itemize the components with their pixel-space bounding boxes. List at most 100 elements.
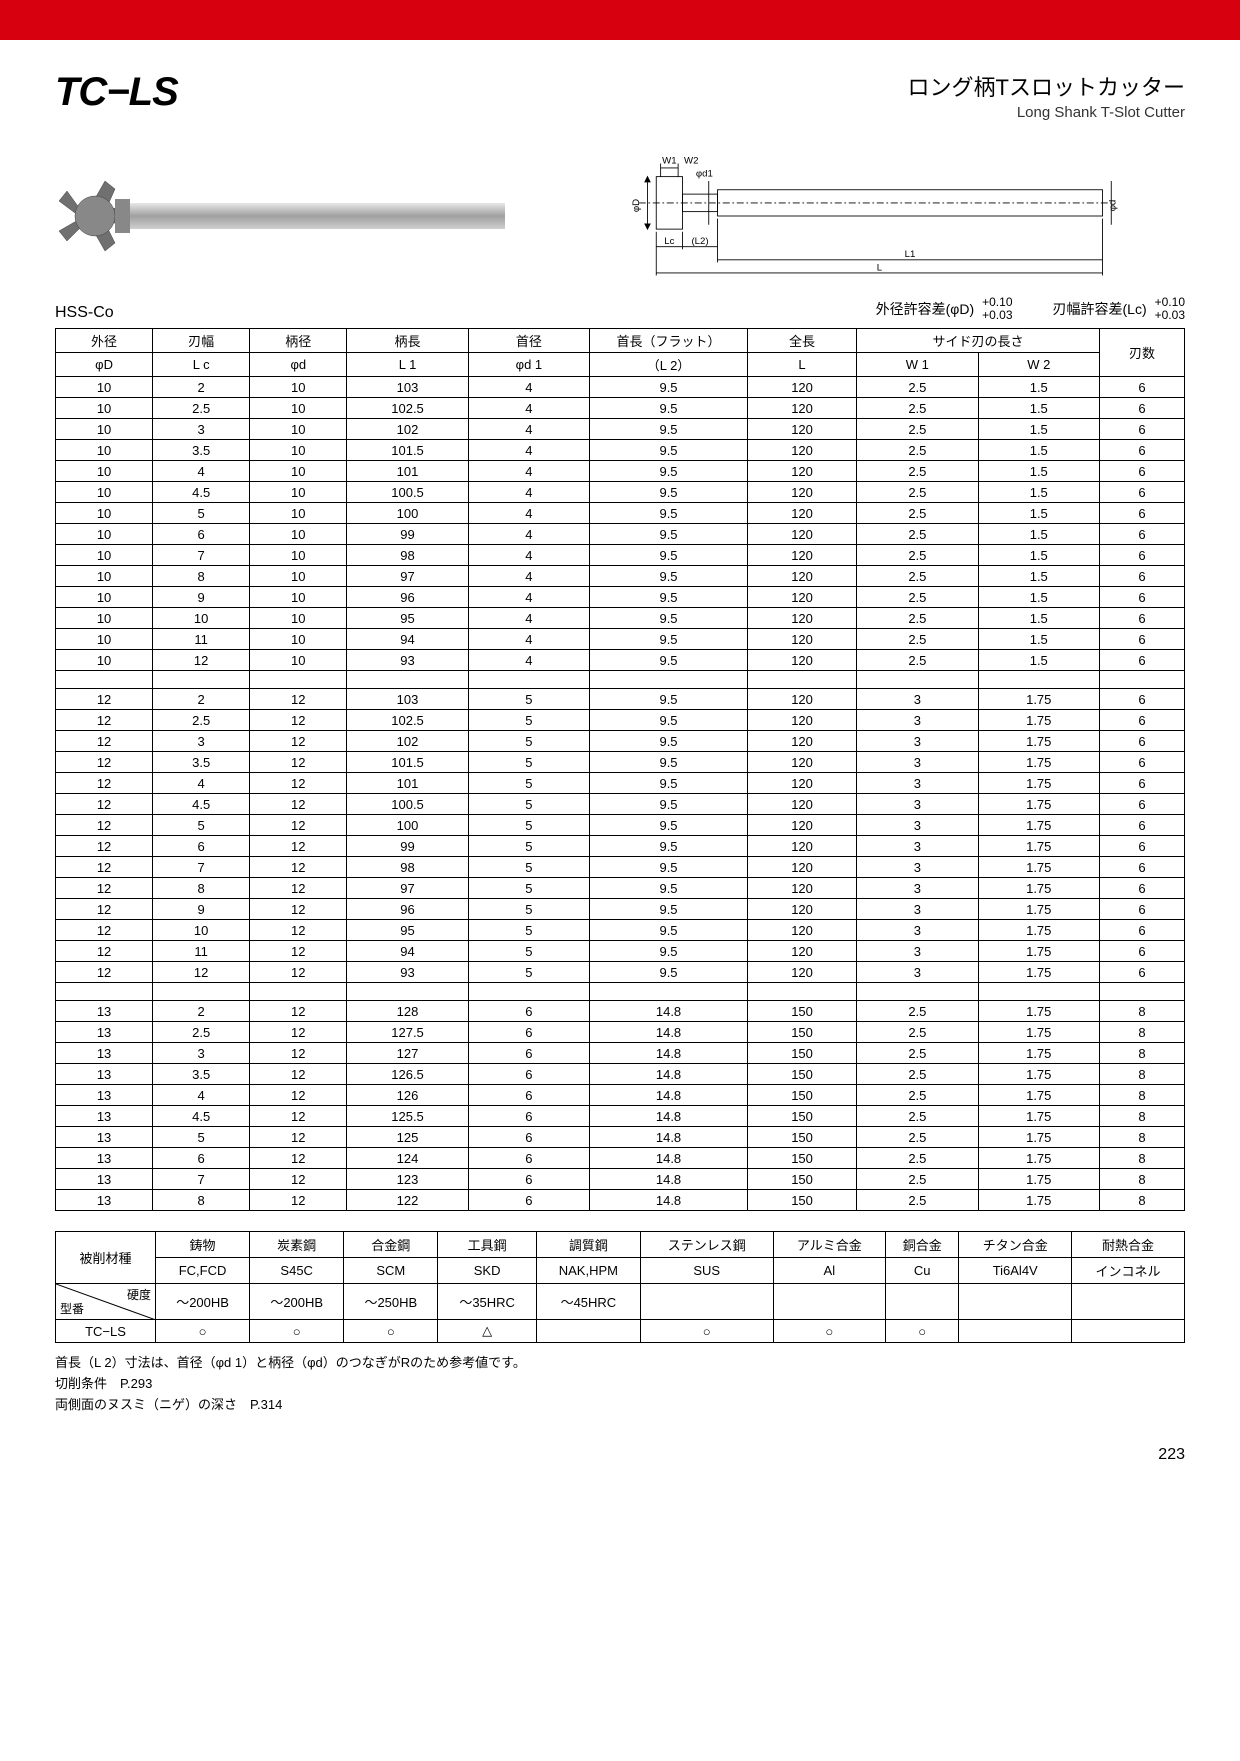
technical-diagram: φD φd1 φd Lc W1 W2 (L2) L1 L <box>565 146 1185 286</box>
spec-cell: 4.5 <box>153 482 250 503</box>
spec-cell: 101.5 <box>347 752 468 773</box>
model-name-cell: TC−LS <box>56 1320 156 1343</box>
product-name-en: Long Shank T-Slot Cutter <box>908 104 1185 121</box>
spec-cell: 12 <box>56 920 153 941</box>
spec-cell: 9.5 <box>590 461 748 482</box>
spec-cell: 3 <box>153 1043 250 1064</box>
material-label: HSS-Co <box>55 304 114 322</box>
svg-text:(L2): (L2) <box>691 236 708 247</box>
spec-cell: 2 <box>153 689 250 710</box>
spec-cell: 126.5 <box>347 1064 468 1085</box>
spec-cell: 9.5 <box>590 377 748 398</box>
page-content: TC−LS ロング柄Tスロットカッター Long Shank T-Slot Cu… <box>0 40 1240 1494</box>
spec-cell: 123 <box>347 1169 468 1190</box>
spec-cell: 4 <box>468 377 589 398</box>
spec-cell: 5 <box>468 710 589 731</box>
spec-cell: 3 <box>857 752 978 773</box>
spec-cell: 6 <box>468 1169 589 1190</box>
spec-cell: 9.5 <box>590 440 748 461</box>
spec-cell: 12 <box>250 731 347 752</box>
spec-cell: 5 <box>468 962 589 983</box>
spec-cell: 9 <box>153 899 250 920</box>
spec-cell: 1.5 <box>978 566 1099 587</box>
spec-header: 外径 <box>56 329 153 353</box>
spec-blank-cell <box>56 671 153 689</box>
spec-cell: 13 <box>56 1022 153 1043</box>
spec-cell: 3 <box>153 731 250 752</box>
spec-cell: 120 <box>747 566 856 587</box>
spec-cell: 122 <box>347 1190 468 1211</box>
spec-cell: 12 <box>153 650 250 671</box>
mat-col-sym: インコネル <box>1072 1258 1185 1284</box>
spec-cell: 120 <box>747 650 856 671</box>
spec-blank-cell <box>1099 671 1184 689</box>
spec-cell: 1.75 <box>978 920 1099 941</box>
spec-cell: 8 <box>153 566 250 587</box>
spec-cell: 13 <box>56 1064 153 1085</box>
spec-cell: 8 <box>1099 1169 1184 1190</box>
od-tol-label: 外径許容差(φD) <box>876 299 975 319</box>
spec-cell: 6 <box>1099 689 1184 710</box>
spec-cell: 9.5 <box>590 398 748 419</box>
spec-cell: 6 <box>468 1001 589 1022</box>
od-tolerance: 外径許容差(φD) +0.10 +0.03 <box>876 296 1013 322</box>
spec-cell: 1.5 <box>978 650 1099 671</box>
spec-cell: 4 <box>468 419 589 440</box>
mat-col-jp: 銅合金 <box>886 1232 959 1258</box>
spec-cell: 12 <box>250 1127 347 1148</box>
spec-cell: 12 <box>250 1190 347 1211</box>
mark-cell: ○ <box>886 1320 959 1343</box>
spec-cell: 101 <box>347 461 468 482</box>
spec-cell: 99 <box>347 836 468 857</box>
spec-cell: 3 <box>857 962 978 983</box>
spec-cell: 1.75 <box>978 1001 1099 1022</box>
svg-text:φD: φD <box>631 199 642 212</box>
spec-blank-cell <box>590 983 748 1001</box>
spec-cell: 6 <box>1099 461 1184 482</box>
spec-cell: 5 <box>468 857 589 878</box>
spec-cell: 2.5 <box>857 524 978 545</box>
spec-cell: 120 <box>747 419 856 440</box>
spec-cell: 12 <box>56 836 153 857</box>
spec-cell: 3 <box>857 731 978 752</box>
material-table: 被削材種鋳物炭素鋼合金鋼工具鋼調質鋼ステンレス鋼アルミ合金銅合金チタン合金耐熱合… <box>55 1231 1185 1343</box>
mat-col-jp: 鋳物 <box>156 1232 250 1258</box>
spec-cell: 6 <box>1099 398 1184 419</box>
spec-cell: 98 <box>347 857 468 878</box>
spec-cell: 1.75 <box>978 752 1099 773</box>
spec-cell: 12 <box>250 794 347 815</box>
product-name-jp: ロング柄Tスロットカッター <box>908 70 1185 102</box>
spec-cell: 4 <box>468 587 589 608</box>
spec-cell: 1.75 <box>978 815 1099 836</box>
spec-cell: 9.5 <box>590 794 748 815</box>
note-line: 首長（L 2）寸法は、首径（φd 1）と柄径（φd）のつなぎがRのため参考値です… <box>55 1353 1185 1374</box>
hardness-cell <box>959 1284 1072 1320</box>
svg-text:W2: W2 <box>684 156 698 167</box>
tolerance-group: 外径許容差(φD) +0.10 +0.03 刃幅許容差(Lc) +0.10 +0… <box>876 296 1185 322</box>
spec-cell: 9.5 <box>590 857 748 878</box>
spec-cell: 9.5 <box>590 650 748 671</box>
spec-blank-cell <box>857 983 978 1001</box>
spec-cell: 93 <box>347 962 468 983</box>
spec-cell: 1.75 <box>978 878 1099 899</box>
spec-cell: 4 <box>468 566 589 587</box>
spec-cell: 120 <box>747 962 856 983</box>
spec-cell: 9.5 <box>590 689 748 710</box>
mat-col-jp: 炭素鋼 <box>250 1232 344 1258</box>
spec-cell: 9.5 <box>590 815 748 836</box>
spec-cell: 10 <box>153 920 250 941</box>
spec-cell: 2.5 <box>857 650 978 671</box>
spec-blank-cell <box>347 671 468 689</box>
svg-text:φd1: φd1 <box>696 169 713 180</box>
spec-cell: 10 <box>56 545 153 566</box>
hardness-cell: 〜35HRC <box>438 1284 537 1320</box>
spec-cell: 2.5 <box>857 461 978 482</box>
spec-cell: 120 <box>747 482 856 503</box>
spec-blank-cell <box>978 671 1099 689</box>
spec-cell: 12 <box>250 815 347 836</box>
spec-cell: 127.5 <box>347 1022 468 1043</box>
spec-cell: 1.5 <box>978 482 1099 503</box>
spec-cell: 120 <box>747 773 856 794</box>
spec-cell: 5 <box>468 899 589 920</box>
spec-blank-cell <box>978 983 1099 1001</box>
